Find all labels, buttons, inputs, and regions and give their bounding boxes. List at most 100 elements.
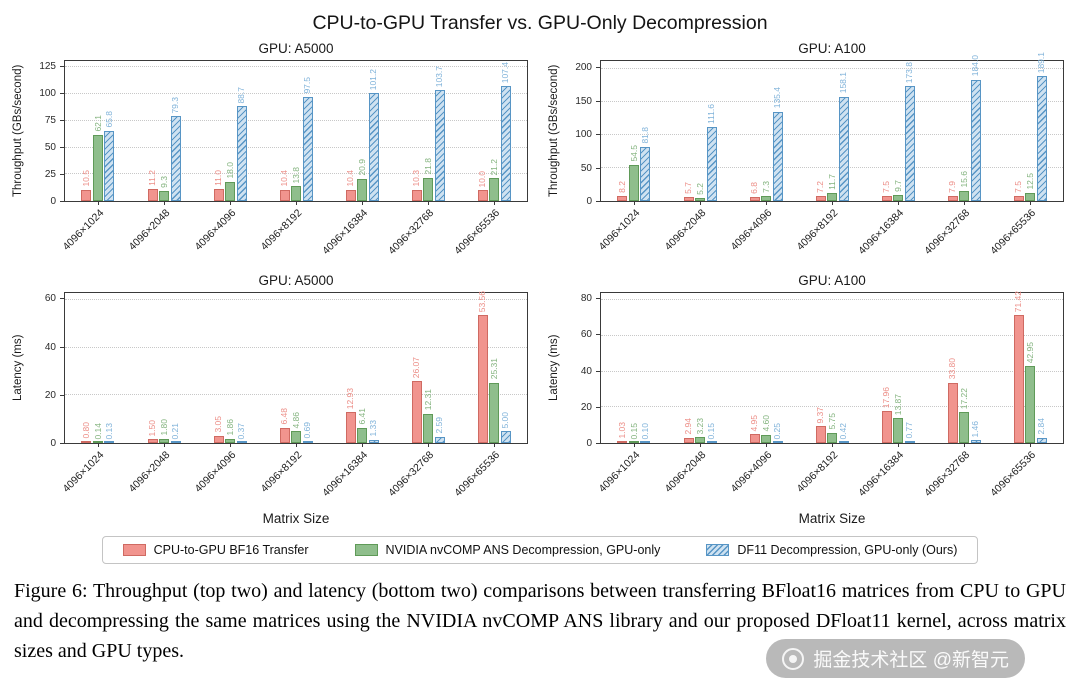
bar-value-df11: 1.46 [970,420,981,438]
bar-value-nvcomp: 21.2 [488,158,499,176]
bar-value-transfer: 5.7 [683,182,694,195]
bar-value-df11: 79.3 [170,96,181,114]
y-tick-label: 0 [50,196,56,207]
bar-nvcomp [489,382,499,443]
bar-value-transfer: 12.93 [345,387,356,410]
bar-df11 [640,441,651,443]
bar-value-df11: 0.77 [904,422,915,439]
bar-df11 [104,130,115,201]
y-tick-mark [60,65,64,67]
bar-df11 [500,86,511,201]
x-tick-label: 4096×65536 [988,449,1039,499]
gridline [601,299,1063,301]
y-tick-mark [596,67,600,69]
bar-value-df11: 0.37 [236,422,247,440]
bar-value-df11: 88.7 [236,86,247,104]
bar-value-transfer: 7.2 [815,181,826,194]
gridline [601,100,1063,102]
x-axis-label: Matrix Size [262,511,330,526]
x-tick-mark [362,201,363,205]
bar-value-df11: 0.15 [706,423,717,440]
y-tick-mark [60,346,64,348]
x-tick-mark [766,443,767,447]
bar-nvcomp [291,431,301,443]
y-axis-label: Latency (ms) [548,334,560,402]
x-axis-label: Matrix Size [798,511,866,526]
bar-value-transfer: 33.80 [947,358,958,380]
bar-nvcomp [159,191,169,201]
y-tick-label: 20 [44,389,56,401]
bar-nvcomp [761,196,771,201]
bar-nvcomp [357,427,367,443]
figure-title: CPU-to-GPU Transfer vs. GPU-Only Decompr… [312,12,768,34]
bar-transfer [617,195,628,201]
gridline [65,346,527,348]
bar-transfer [815,426,826,443]
bar-nvcomp [959,412,969,443]
bar-nvcomp [695,197,705,201]
bar-value-nvcomp: 25.31 [488,358,499,380]
x-tick-mark [164,201,165,205]
legend-swatch-transfer [122,544,146,556]
charts-grid: GPU: A5000 Throughput (GBs/second) 0 25 50… [0,36,1080,528]
bar-value-df11: 107.4 [500,61,511,84]
x-tick-mark [362,443,363,447]
y-tick-mark [60,92,64,94]
bar-value-df11: 0.25 [772,423,783,440]
bar-value-df11: 111.6 [706,104,717,125]
bar-transfer [815,196,826,201]
legend-item-transfer: CPU-to-GPU BF16 Transfer [122,543,309,557]
x-tick-mark [832,443,833,447]
y-tick-mark [596,370,600,372]
bar-transfer [683,437,694,443]
bar-value-nvcomp: 1.86 [224,419,235,436]
bar-df11 [706,127,717,201]
bar-value-transfer: 3.05 [213,416,224,433]
bar-transfer [279,427,290,443]
bar-value-transfer: 2.94 [683,418,694,435]
x-tick-mark [164,443,165,447]
x-tick-mark [230,443,231,447]
bar-value-transfer: 11.2 [147,170,158,187]
bar-value-transfer: 10.3 [411,170,422,187]
bar-nvcomp [92,134,103,201]
y-tick-mark [596,443,600,444]
y-tick-label: 40 [580,365,592,377]
bar-nvcomp [827,432,837,443]
bar-nvcomp [827,193,837,201]
bar-transfer [947,382,958,443]
chart-a5000-latency: GPU: A5000 Latency (ms) 0 20 40 60 4096×102… [10,268,534,528]
x-tick-label: 4096×2048 [662,449,709,495]
bar-value-nvcomp: 21.8 [422,158,433,175]
gridline [65,299,527,301]
bar-nvcomp [225,181,235,201]
bar-transfer [279,189,290,201]
bar-value-nvcomp: 9.7 [892,179,903,192]
y-axis-label: Throughput (GBs/second) [12,64,24,198]
gridline [601,133,1063,135]
bar-transfer [881,410,892,443]
x-tick-mark [428,443,429,447]
x-tick-mark [634,443,635,447]
x-tick-label: 4096×1024 [596,449,643,495]
plot-area: 4096×1024 1.03 0.15 0.10 4096×2048 2.94 3.23 0.… [597,291,1064,499]
x-tick-label: 4096×32768 [922,207,973,257]
x-tick-label: 4096×2048 [126,207,173,253]
gridline [601,334,1063,336]
y-axis-label: Throughput (GBs/second) [548,64,560,198]
bar-value-df11: 81.8 [640,127,651,144]
bar-df11 [236,106,247,201]
y-axis: 0 50 100 150 200 [562,60,600,207]
x-tick-mark [494,443,495,447]
bar-df11 [970,79,981,201]
x-tick-label: 4096×16384 [856,207,907,257]
gridline [601,406,1063,408]
bar-value-transfer: 8.2 [617,180,628,193]
x-tick-label: 4096×32768 [386,449,437,499]
bar-nvcomp [489,178,499,201]
y-tick-label: 60 [580,329,592,341]
y-tick-label: 20 [580,401,592,413]
y-tick-mark [60,298,64,300]
bar-value-df11: 158.1 [838,72,849,94]
x-tick-label: 4096×1024 [60,207,107,253]
